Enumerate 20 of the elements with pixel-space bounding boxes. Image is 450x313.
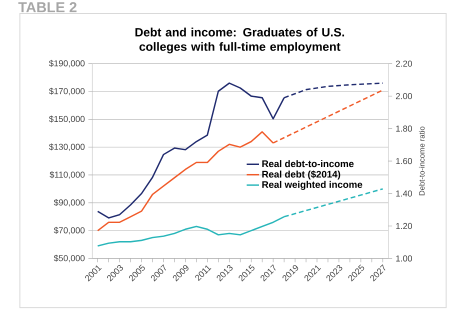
y-tick-label: $70,000 bbox=[54, 226, 85, 234]
legend-label: Real weighted income bbox=[262, 180, 362, 190]
legend-label: Real debt ($2014) bbox=[262, 170, 340, 180]
caption: TABLE 2 bbox=[18, 2, 77, 12]
y-tick-label: $110,000 bbox=[50, 171, 85, 178]
y-tick-label: $130,000 bbox=[48, 143, 85, 151]
y2-tick-label: 2.00 bbox=[396, 92, 412, 99]
y-tick-label: $190,000 bbox=[48, 60, 85, 68]
y-tick-label: $50,000 bbox=[54, 254, 85, 262]
y2-tick-label: 1.00 bbox=[396, 255, 412, 262]
legend-label: Real debt-to-income bbox=[262, 160, 354, 167]
y2-tick-label: 1.40 bbox=[396, 190, 412, 196]
y-tick-label: $90,000 bbox=[54, 198, 85, 206]
y2-tick-label: 2.20 bbox=[396, 60, 412, 66]
y-tick-label: $150,000 bbox=[48, 115, 85, 123]
y2-tick-label: 1.80 bbox=[396, 125, 412, 132]
y2-tick-label: 1.20 bbox=[396, 222, 412, 229]
chart-title: Debt and income: Graduates of U.S. colleges with full-time employment bbox=[135, 27, 344, 54]
y-tick-label: $170,000 bbox=[48, 88, 85, 96]
y2-tick-label: 1.60 bbox=[396, 158, 412, 164]
